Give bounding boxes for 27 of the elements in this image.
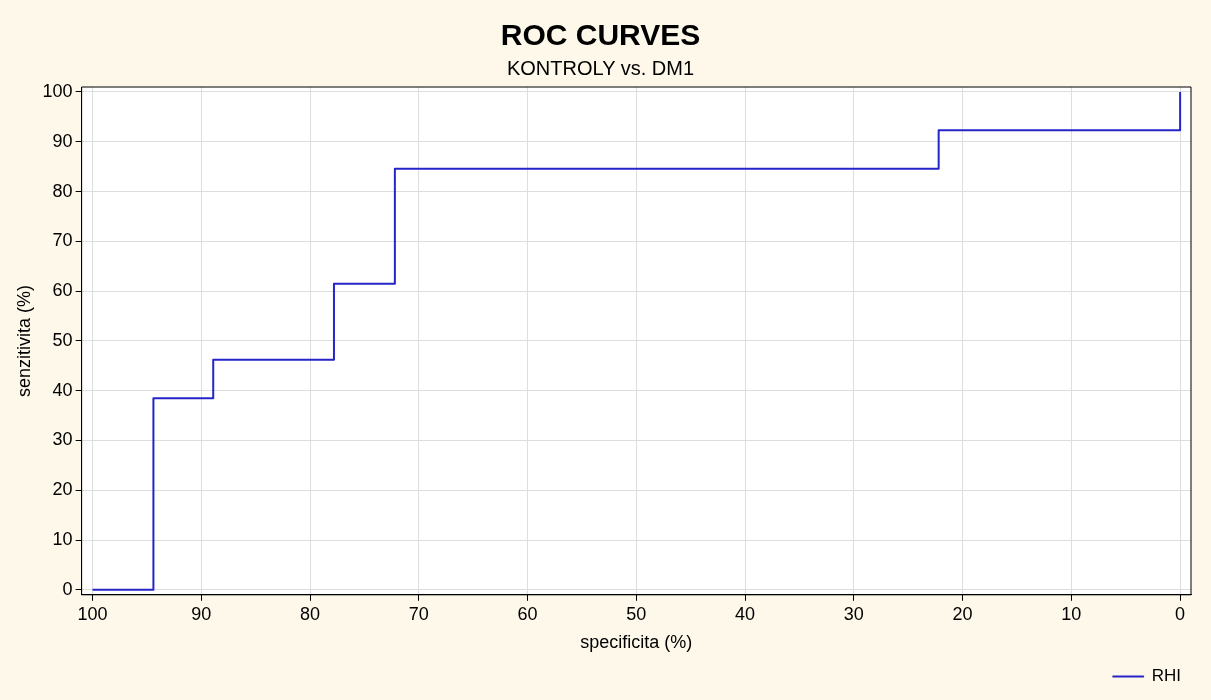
x-tick-label: 30 bbox=[843, 603, 864, 624]
y-tick-label: 100 bbox=[42, 80, 73, 101]
y-tick-label: 30 bbox=[52, 429, 73, 450]
y-tick-label: 0 bbox=[62, 578, 73, 599]
y-tick-label: 90 bbox=[52, 130, 73, 151]
x-tick-label: 90 bbox=[191, 603, 212, 624]
x-tick-label: 70 bbox=[408, 603, 429, 624]
chart-title: ROC CURVES bbox=[500, 18, 701, 52]
y-tick-label: 80 bbox=[52, 180, 73, 201]
x-tick-label: 20 bbox=[952, 603, 973, 624]
y-tick-label: 10 bbox=[52, 529, 73, 550]
x-tick-label: 0 bbox=[1175, 603, 1186, 624]
legend-label: RHI bbox=[1151, 666, 1181, 686]
x-tick-label: 100 bbox=[77, 603, 108, 624]
y-axis-title: senzitivita (%) bbox=[13, 284, 34, 397]
x-tick-label: 50 bbox=[626, 603, 647, 624]
x-tick-label: 40 bbox=[735, 603, 756, 624]
x-tick-label: 60 bbox=[517, 603, 538, 624]
y-tick-label: 50 bbox=[52, 329, 73, 350]
x-tick-label: 10 bbox=[1061, 603, 1082, 624]
y-tick-label: 70 bbox=[52, 230, 73, 251]
chart-subtitle: KONTROLY vs. DM1 bbox=[506, 56, 695, 79]
x-tick-label: 80 bbox=[300, 603, 321, 624]
y-tick-label: 60 bbox=[52, 280, 73, 301]
y-tick-label: 20 bbox=[52, 479, 73, 500]
x-axis-title: specificita (%) bbox=[580, 632, 693, 653]
y-tick-label: 40 bbox=[52, 379, 73, 400]
